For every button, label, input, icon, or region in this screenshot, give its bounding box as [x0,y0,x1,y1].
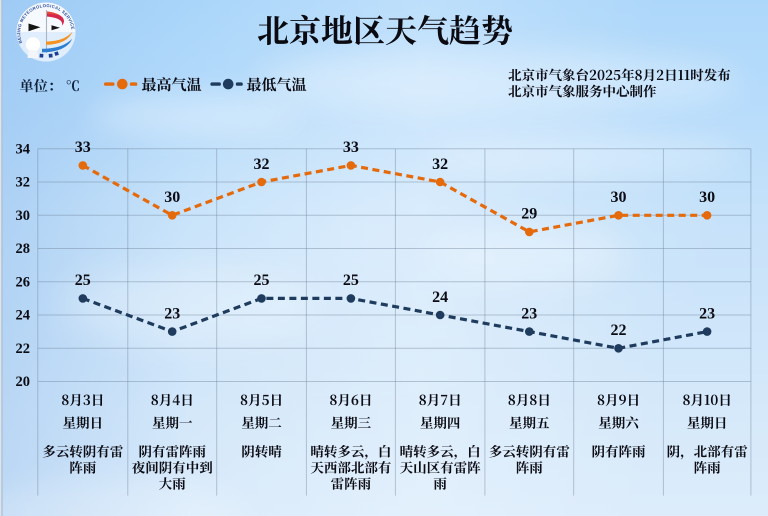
svg-text:25: 25 [343,272,359,289]
svg-text:24: 24 [432,289,448,306]
svg-text:32: 32 [254,156,270,173]
svg-text:25: 25 [75,272,91,289]
svg-text:23: 23 [521,305,537,322]
svg-text:23: 23 [164,305,180,322]
svg-text:20: 20 [16,374,31,390]
svg-text:33: 33 [75,139,91,156]
svg-text:30: 30 [699,189,715,206]
svg-text:28: 28 [16,241,31,257]
svg-text:30: 30 [16,208,31,224]
svg-text:33: 33 [343,139,359,156]
svg-text:29: 29 [521,206,537,223]
svg-text:23: 23 [699,305,715,322]
svg-text:34: 34 [16,141,31,157]
svg-text:32: 32 [432,156,448,173]
svg-text:22: 22 [611,322,627,339]
svg-text:25: 25 [254,272,270,289]
svg-text:30: 30 [164,189,180,206]
svg-text:26: 26 [16,274,31,290]
svg-text:24: 24 [16,308,31,324]
svg-text:32: 32 [16,175,31,191]
svg-text:22: 22 [16,341,31,357]
svg-text:30: 30 [611,189,627,206]
